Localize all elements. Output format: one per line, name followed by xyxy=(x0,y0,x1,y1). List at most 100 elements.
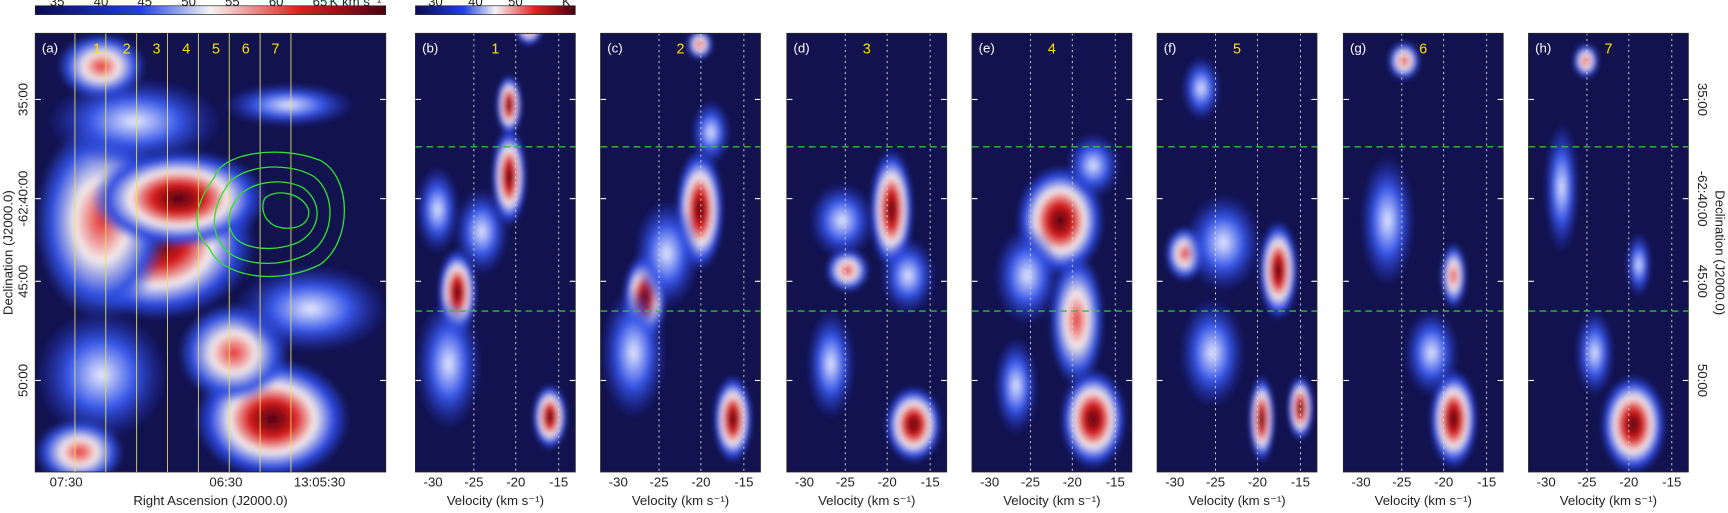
x-axis-label: Velocity (km s⁻¹) xyxy=(1003,493,1100,508)
panel-label: (c) xyxy=(607,40,622,55)
x-axis-label: Velocity (km s⁻¹) xyxy=(447,493,544,508)
panel xyxy=(972,33,1132,472)
panel-label: (d) xyxy=(793,40,809,55)
emission-blob xyxy=(808,182,876,260)
cut-label: 4 xyxy=(182,42,190,58)
x-tick-label: -30 xyxy=(1165,474,1184,489)
x-tick-label: 07:30 xyxy=(50,474,83,489)
x-tick-label: -25 xyxy=(464,474,483,489)
x-axis-label: Velocity (km s⁻¹) xyxy=(818,493,915,508)
panel xyxy=(600,33,761,472)
x-tick-label: -25 xyxy=(1392,474,1411,489)
emission-blob xyxy=(515,33,543,47)
x-tick-label: 06:30 xyxy=(209,474,242,489)
contour xyxy=(196,151,346,278)
emission-blob xyxy=(57,33,146,100)
x-tick-label: 13:05:30 xyxy=(294,474,345,489)
colorbar-tick-label: 60 xyxy=(269,0,284,9)
emission-blob xyxy=(1065,132,1121,199)
panel-frame xyxy=(971,32,1133,473)
emission-blob xyxy=(994,226,1061,326)
emission-blob xyxy=(1572,43,1600,79)
emission-blob xyxy=(222,82,355,128)
emission xyxy=(994,132,1127,469)
colorbar xyxy=(34,5,387,15)
emission-blob xyxy=(1258,220,1299,320)
y-tick-label: 45:00 xyxy=(16,265,31,298)
emission xyxy=(600,33,753,464)
panel-number: 3 xyxy=(863,42,871,58)
cut-label: 2 xyxy=(123,42,131,58)
emission xyxy=(1543,43,1667,472)
x-tick-label: -15 xyxy=(734,474,753,489)
emission-blob xyxy=(1440,242,1467,309)
emission-blob xyxy=(1429,369,1478,469)
x-tick-label: -15 xyxy=(1106,474,1125,489)
emission-blob xyxy=(600,286,667,420)
panel-label: (b) xyxy=(422,40,438,55)
cut-label: 6 xyxy=(242,42,250,58)
emission-blob xyxy=(1060,369,1127,469)
panel-label: (g) xyxy=(1350,40,1366,55)
contour xyxy=(262,192,310,229)
emission-blob xyxy=(1181,55,1222,122)
panel xyxy=(1528,33,1689,472)
y-tick-label: -62:40:00 xyxy=(16,171,31,227)
emission xyxy=(1164,55,1314,464)
contour xyxy=(228,181,318,250)
emission-blob xyxy=(1179,297,1246,409)
panel xyxy=(1157,33,1317,472)
panel-frame xyxy=(34,32,387,473)
colorbar-tick-label: 50 xyxy=(508,0,523,9)
x-tick-label: -25 xyxy=(649,474,668,489)
y-tick-label: 35:00 xyxy=(16,83,31,116)
emission-blob xyxy=(633,198,700,309)
x-tick-label: -25 xyxy=(1577,474,1596,489)
emission-blob xyxy=(884,385,943,464)
emission-blob xyxy=(1387,41,1421,81)
panel-number: 1 xyxy=(491,42,499,58)
panel-frame xyxy=(600,32,761,473)
x-tick-label: -30 xyxy=(1351,474,1370,489)
panel-frame xyxy=(1342,32,1504,473)
colorbar-tick-label: 45 xyxy=(137,0,152,9)
panel xyxy=(35,33,386,472)
x-tick-label: -15 xyxy=(1662,474,1681,489)
x-tick-label: -15 xyxy=(921,474,940,489)
x-tick-label: -20 xyxy=(1434,474,1453,489)
panel xyxy=(786,33,947,472)
emission-blob xyxy=(495,74,523,136)
emission-blob xyxy=(686,33,714,60)
emission-blob xyxy=(532,383,568,450)
x-axis-label: Velocity (km s⁻¹) xyxy=(1188,493,1285,508)
emission-blob xyxy=(1359,154,1416,287)
panel-label: (e) xyxy=(979,40,995,55)
emission-blob xyxy=(415,297,482,431)
cut-label: 1 xyxy=(93,42,101,58)
emission-blob xyxy=(1184,193,1262,293)
x-axis-label: Velocity (km s⁻¹) xyxy=(1560,493,1657,508)
panel-label: (f) xyxy=(1164,40,1176,55)
contour xyxy=(213,166,331,264)
cut-label: 7 xyxy=(272,42,280,58)
emission-blob xyxy=(1049,253,1105,386)
x-tick-label: -20 xyxy=(1248,474,1267,489)
x-tick-label: -30 xyxy=(795,474,814,489)
x-tick-label: -15 xyxy=(1291,474,1310,489)
emission-blob xyxy=(690,99,731,166)
panel-frame xyxy=(786,32,948,473)
emission-blob xyxy=(1543,121,1580,254)
emission-blob xyxy=(1404,308,1460,398)
panel-label: (h) xyxy=(1535,40,1551,55)
emission-blob xyxy=(90,149,267,249)
emission-blob xyxy=(994,336,1039,436)
x-tick-label: -20 xyxy=(1619,474,1638,489)
y-tick-label: 50:00 xyxy=(16,364,31,397)
emission-blob xyxy=(1248,374,1276,464)
y-tick-label: 50:00 xyxy=(1695,364,1710,397)
emission-blob xyxy=(825,248,870,293)
x-tick-label: -30 xyxy=(609,474,628,489)
colorbar-tick-label: 35 xyxy=(50,0,65,9)
colorbar-unit: K km s⁻¹ xyxy=(330,0,382,9)
panel-frame xyxy=(415,32,576,473)
